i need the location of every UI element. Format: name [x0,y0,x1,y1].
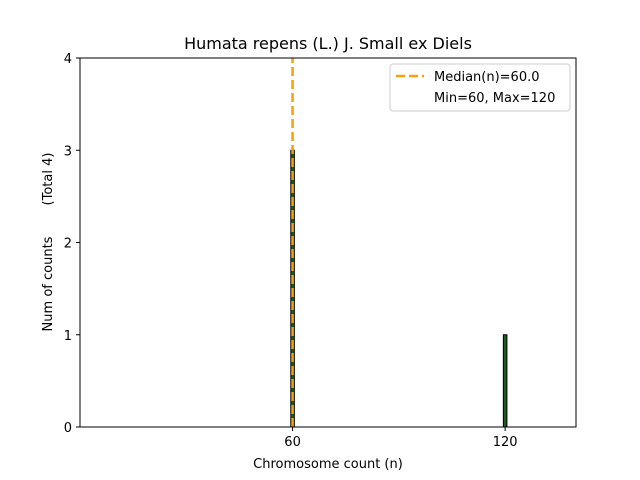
x-axis-label: Chromosome count (n) [253,457,403,472]
x-tick-label: 60 [284,435,301,450]
x-tick-label: 120 [493,435,518,450]
y-tick-label: 2 [64,237,72,252]
x-axis-ticks: 60 120 [284,427,518,450]
y-tick-label: 4 [64,52,72,67]
legend: Median(n)=60.0 Min=60, Max=120 [389,63,571,112]
y-axis-label: Num of counts [41,236,56,331]
y-axis-total-label: (Total 4) [41,153,56,206]
y-tick-label: 3 [64,144,72,159]
legend-box [389,63,571,112]
y-axis-ticks: 0 1 2 3 4 [64,52,80,436]
y-tick-label: 1 [64,329,72,344]
legend-median-label: Median(n)=60.0 [434,70,540,85]
bar-120 [502,334,508,428]
legend-range-label: Min=60, Max=120 [434,91,555,106]
y-tick-label: 0 [64,421,72,436]
chart-title: Humata repens (L.) J. Small ex Diels [184,34,472,53]
